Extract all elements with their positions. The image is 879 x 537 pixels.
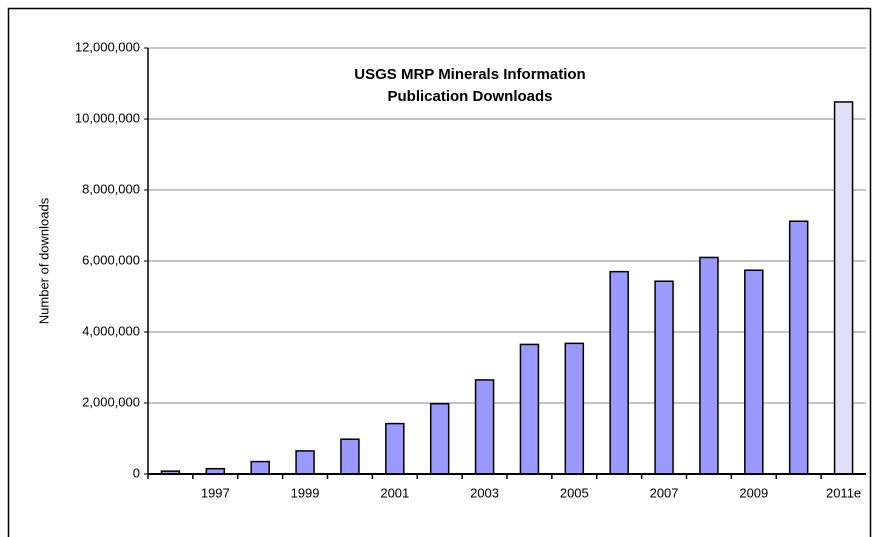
bar: [385, 422, 405, 475]
bar: [474, 379, 495, 475]
bar: [744, 269, 764, 475]
bar: [429, 402, 450, 475]
bar: [340, 438, 360, 475]
chart-title: USGS MRP Minerals Information: [354, 66, 585, 83]
bar: [564, 342, 585, 475]
bar: [654, 280, 674, 475]
bar: [788, 220, 809, 475]
y-tick-label: 6,000,000: [82, 252, 140, 267]
x-tick-label: 2005: [560, 485, 589, 500]
x-tick-label: 1999: [291, 485, 320, 500]
y-axis-label: Number of downloads: [36, 197, 51, 324]
x-tick-label: 1997: [201, 485, 230, 500]
y-tick-label: 12,000,000: [75, 39, 140, 54]
y-tick-label: 8,000,000: [82, 181, 140, 196]
x-tick-label: 2007: [650, 485, 679, 500]
bar: [609, 270, 629, 475]
x-tick-label: 2001: [380, 485, 409, 500]
chart-title: Publication Downloads: [387, 88, 552, 105]
bar: [519, 343, 540, 475]
y-tick-label: 10,000,000: [75, 110, 140, 125]
bar: [250, 460, 270, 475]
frame: [7, 7, 872, 537]
x-tick-label: 2009: [739, 485, 768, 500]
y-tick-label: 0: [133, 465, 140, 480]
bar: [295, 450, 315, 475]
x-tick-label: 2011e: [826, 485, 861, 500]
bar: [699, 256, 719, 475]
y-tick-label: 4,000,000: [82, 323, 140, 338]
y-tick-label: 2,000,000: [82, 394, 140, 409]
bar: [833, 101, 854, 475]
x-tick-label: 2003: [470, 485, 499, 500]
